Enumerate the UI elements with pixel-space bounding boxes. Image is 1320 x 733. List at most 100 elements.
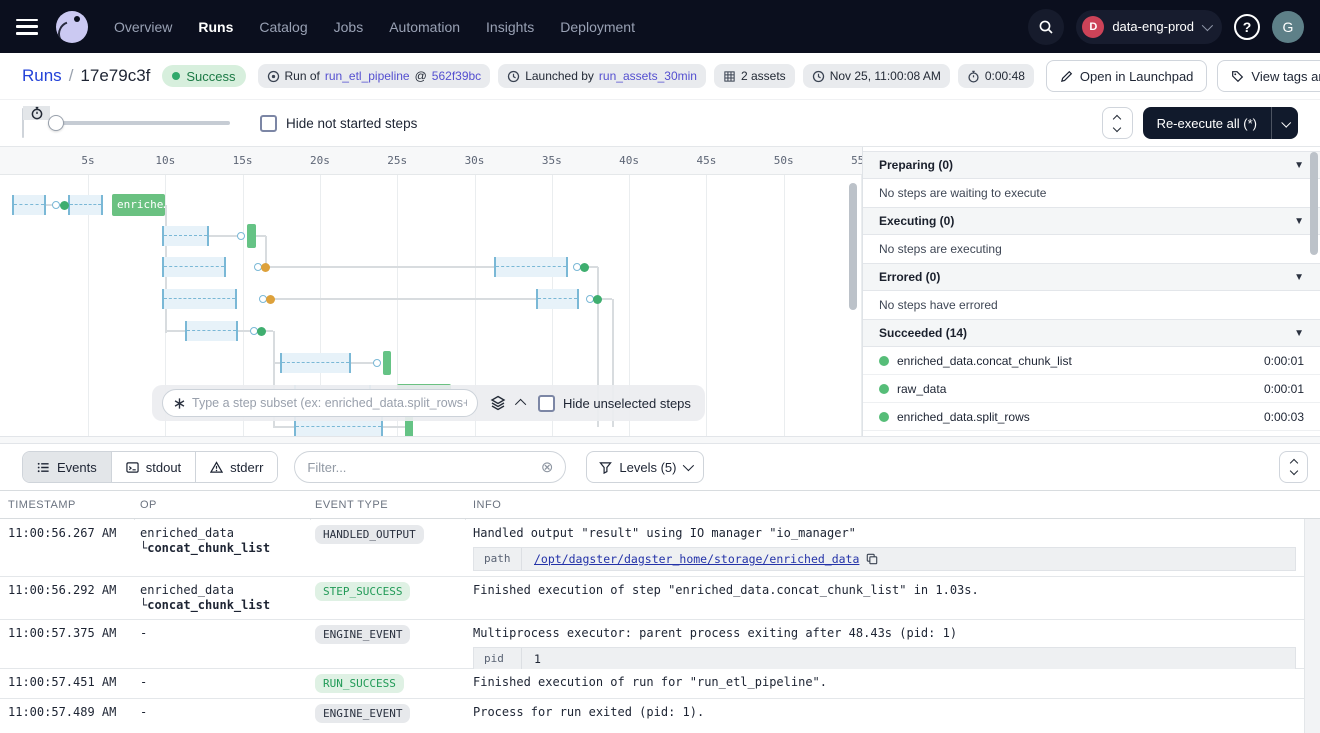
gridline bbox=[706, 175, 708, 436]
zoom-slider-handle[interactable] bbox=[48, 115, 64, 131]
succeeded-step-row[interactable]: enriched_data.concat_chunk_list 0:00:01 bbox=[863, 347, 1320, 375]
expand-log-button[interactable] bbox=[1279, 451, 1308, 483]
copy-icon[interactable] bbox=[866, 553, 878, 565]
nav-item-deployment[interactable]: Deployment bbox=[560, 18, 635, 35]
tag-assets[interactable]: 2 assets bbox=[713, 64, 795, 88]
event-op: - bbox=[140, 705, 148, 719]
stopwatch-icon bbox=[968, 70, 979, 83]
gantt-waiting-bar[interactable] bbox=[162, 289, 237, 309]
gantt-waiting-bar[interactable] bbox=[68, 195, 103, 215]
pipeline-link[interactable]: run_etl_pipeline bbox=[324, 69, 410, 83]
help-button[interactable]: ? bbox=[1234, 13, 1260, 40]
hamburger-menu-icon[interactable] bbox=[16, 18, 38, 35]
gantt-waiting-bar[interactable] bbox=[536, 289, 579, 309]
preparing-empty-text: No steps are waiting to execute bbox=[879, 186, 1047, 200]
log-filter-field[interactable]: ⊗ bbox=[294, 451, 567, 483]
gantt-success-bar[interactable] bbox=[383, 351, 391, 375]
reexecute-all-button[interactable]: Re-execute all (*) bbox=[1156, 115, 1257, 131]
event-row[interactable]: 11:00:56.267 AM enriched_data └concat_chu… bbox=[0, 520, 1304, 577]
event-row[interactable]: 11:00:57.489 AM - ENGINE_EVENT Process f… bbox=[0, 699, 1304, 733]
nav-items: Overview Runs Catalog Jobs Automation In… bbox=[114, 19, 635, 35]
skipped-marker-icon[interactable] bbox=[265, 294, 275, 304]
panel-scrollbar[interactable] bbox=[1310, 152, 1318, 255]
gantt-step-bar[interactable]: enriche… bbox=[112, 194, 165, 216]
event-row[interactable]: 11:00:57.375 AM - ENGINE_EVENT Multiproc… bbox=[0, 620, 1304, 671]
nav-right: D data-eng-prod ? G bbox=[1028, 8, 1304, 45]
tag-datetime[interactable]: Nov 25, 11:00:08 AM bbox=[802, 64, 950, 88]
gantt-waiting-bar[interactable] bbox=[280, 353, 351, 373]
success-marker-icon[interactable] bbox=[256, 326, 266, 336]
event-row[interactable]: 11:00:57.451 AM - RUN_SUCCESS Finished e… bbox=[0, 669, 1304, 699]
tab-events[interactable]: Events bbox=[23, 452, 112, 482]
nav-item-catalog[interactable]: Catalog bbox=[259, 18, 308, 35]
gantt-chart[interactable]: 5s 10s 15s 20s 25s 30s 35s 40s 45s 50s 55s enriche… bbox=[0, 147, 862, 436]
nav-item-runs[interactable]: Runs bbox=[198, 18, 234, 35]
tag-run-of[interactable]: Run of run_etl_pipeline @ 562f39bc bbox=[257, 64, 491, 88]
section-succeeded[interactable]: Succeeded (14) ▼ bbox=[863, 319, 1320, 347]
chevron-up-icon[interactable] bbox=[514, 398, 527, 411]
gantt-success-bar[interactable] bbox=[405, 415, 413, 436]
gantt-success-bar[interactable] bbox=[247, 224, 256, 248]
zoom-slider[interactable] bbox=[48, 115, 230, 131]
commit-link[interactable]: 562f39bc bbox=[431, 69, 482, 83]
search-button[interactable] bbox=[1028, 8, 1065, 45]
gantt-waiting-bar[interactable] bbox=[185, 321, 238, 341]
clear-filter-icon[interactable]: ⊗ bbox=[540, 458, 554, 476]
nav-item-jobs[interactable]: Jobs bbox=[333, 18, 364, 35]
section-preparing[interactable]: Preparing (0) ▼ bbox=[863, 151, 1320, 179]
hide-not-started-checkbox[interactable] bbox=[260, 114, 277, 132]
pending-marker-icon[interactable] bbox=[373, 359, 381, 367]
gantt-waiting-bar[interactable] bbox=[162, 257, 226, 277]
levels-dropdown[interactable]: Levels (5) bbox=[586, 451, 705, 483]
step-subset-input[interactable] bbox=[192, 396, 467, 410]
breadcrumb-runs-link[interactable]: Runs bbox=[22, 66, 62, 85]
section-errored[interactable]: Errored (0) ▼ bbox=[863, 263, 1320, 291]
view-tags-config-button[interactable]: View tags and config bbox=[1217, 60, 1320, 92]
avatar[interactable]: G bbox=[1272, 10, 1304, 43]
nav-item-insights[interactable]: Insights bbox=[486, 18, 535, 35]
tab-stderr[interactable]: stderr bbox=[196, 452, 278, 482]
dependency-line bbox=[265, 236, 267, 267]
layers-icon[interactable] bbox=[490, 395, 506, 411]
axis-tick-label: 10s bbox=[155, 154, 176, 167]
success-marker-icon[interactable] bbox=[59, 200, 69, 210]
hide-not-started-control: Hide not started steps bbox=[260, 114, 417, 132]
skipped-marker-icon[interactable] bbox=[260, 262, 270, 272]
log-filter-input[interactable] bbox=[307, 459, 533, 475]
succeeded-step-row[interactable]: enriched_data.split_rows 0:00:03 bbox=[863, 403, 1320, 431]
nav-item-automation[interactable]: Automation bbox=[389, 18, 461, 35]
dagster-logo[interactable] bbox=[56, 10, 88, 43]
reexecute-dropdown-button[interactable] bbox=[1271, 107, 1298, 139]
event-log-table: TIMESTAMP OP EVENT TYPE INFO 11:00:56.26… bbox=[0, 490, 1320, 733]
event-info: Process for run exited (pid: 1). bbox=[473, 705, 705, 719]
step-subset-field[interactable] bbox=[162, 389, 478, 417]
split-resize-handle[interactable] bbox=[0, 436, 1320, 444]
success-marker-icon[interactable] bbox=[592, 294, 602, 304]
gantt-waiting-bar[interactable] bbox=[162, 226, 209, 246]
event-row[interactable]: 11:00:56.292 AM enriched_data └concat_chu… bbox=[0, 577, 1304, 620]
storage-path-link[interactable]: /opt/dagster/dagster_home/storage/enrich… bbox=[534, 552, 860, 566]
workspace-switcher[interactable]: D data-eng-prod bbox=[1076, 9, 1222, 44]
tab-stdout[interactable]: stdout bbox=[111, 452, 197, 482]
run-priority-button[interactable] bbox=[1101, 107, 1133, 139]
section-executing[interactable]: Executing (0) ▼ bbox=[863, 207, 1320, 235]
gantt-scrollbar[interactable] bbox=[849, 183, 857, 310]
pending-marker-icon[interactable] bbox=[237, 232, 245, 240]
pending-marker-icon[interactable] bbox=[52, 201, 60, 209]
hide-unselected-checkbox[interactable] bbox=[538, 394, 555, 412]
succeeded-step-row[interactable]: raw_data 0:00:01 bbox=[863, 375, 1320, 403]
view-mode-timed-button[interactable] bbox=[23, 106, 50, 120]
zoom-slider-track[interactable] bbox=[48, 121, 230, 125]
gantt-waiting-bar[interactable] bbox=[12, 195, 46, 215]
step-status-panel: Preparing (0) ▼ No steps are waiting to e… bbox=[862, 147, 1320, 436]
schedule-link[interactable]: run_assets_30min bbox=[598, 69, 697, 83]
gridline bbox=[629, 175, 631, 436]
nav-item-overview[interactable]: Overview bbox=[114, 18, 173, 35]
tag-launched-by[interactable]: Launched by run_assets_30min bbox=[498, 64, 706, 88]
tag-duration[interactable]: 0:00:48 bbox=[957, 64, 1034, 88]
log-scrollbar-track[interactable] bbox=[1304, 519, 1320, 733]
gantt-waiting-bar[interactable] bbox=[294, 417, 383, 436]
success-marker-icon[interactable] bbox=[579, 262, 589, 272]
gantt-waiting-bar[interactable] bbox=[494, 257, 568, 277]
open-in-launchpad-button[interactable]: Open in Launchpad bbox=[1045, 60, 1208, 92]
